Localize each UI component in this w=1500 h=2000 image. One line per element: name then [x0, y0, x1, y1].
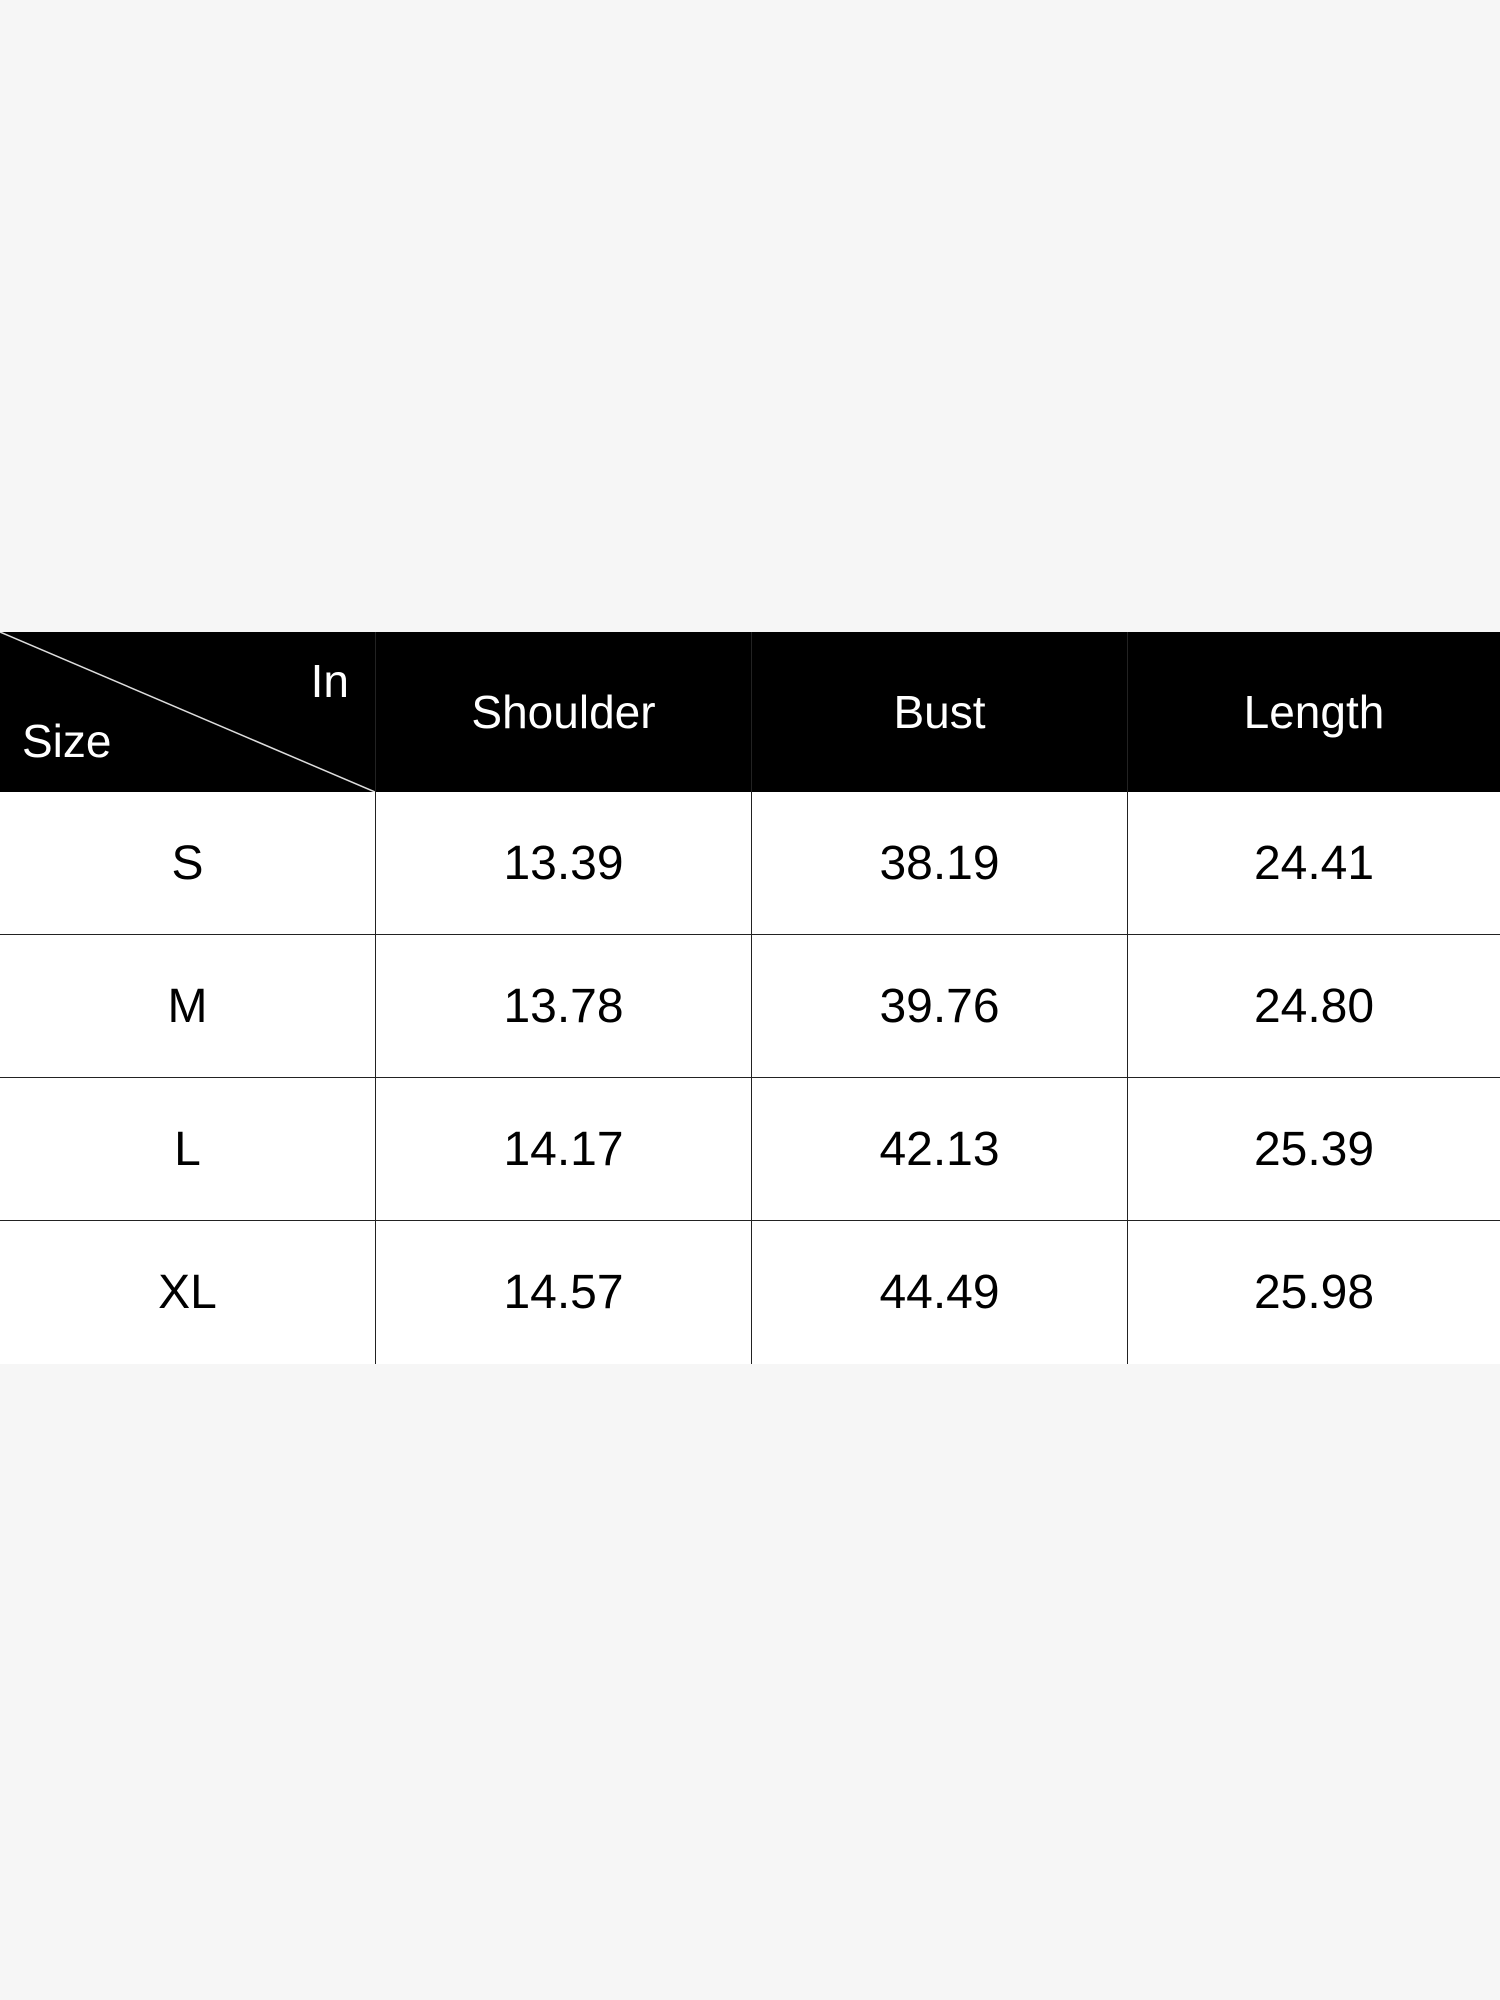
table-header: In Size Shoulder Bust Length: [0, 632, 1500, 792]
bust-cell: 42.13: [751, 1078, 1127, 1220]
header-length: Length: [1127, 632, 1500, 792]
length-cell: 25.98: [1127, 1221, 1500, 1364]
size-cell: M: [167, 979, 208, 1033]
bust-cell: 38.19: [751, 792, 1127, 934]
length-cell: 24.41: [1127, 792, 1500, 934]
table-row: XL 14.57 44.49 25.98: [0, 1221, 1500, 1364]
bust-cell: 44.49: [751, 1221, 1127, 1364]
table-row: L 14.17 42.13 25.39: [0, 1078, 1500, 1221]
unit-label: In: [310, 655, 349, 707]
diagonal-divider: [0, 632, 375, 792]
bust-cell: 39.76: [751, 935, 1127, 1077]
length-cell: 25.39: [1127, 1078, 1500, 1220]
header-bust: Bust: [751, 632, 1127, 792]
size-cell: XL: [158, 1266, 217, 1319]
size-chart-table: In Size Shoulder Bust Length S 13.39 38.19…: [0, 632, 1500, 1364]
shoulder-cell: 13.39: [375, 792, 751, 934]
size-cell: S: [171, 836, 204, 890]
shoulder-cell: 14.57: [375, 1221, 751, 1364]
length-cell: 24.80: [1127, 935, 1500, 1077]
shoulder-cell: 14.17: [375, 1078, 751, 1220]
table-row: M 13.78 39.76 24.80: [0, 935, 1500, 1078]
shoulder-cell: 13.78: [375, 935, 751, 1077]
size-label: Size: [22, 715, 112, 767]
corner-cell: In Size: [0, 632, 375, 792]
header-shoulder: Shoulder: [375, 632, 751, 792]
size-cell: L: [174, 1122, 201, 1176]
table-row: S 13.39 38.19 24.41: [0, 792, 1500, 935]
